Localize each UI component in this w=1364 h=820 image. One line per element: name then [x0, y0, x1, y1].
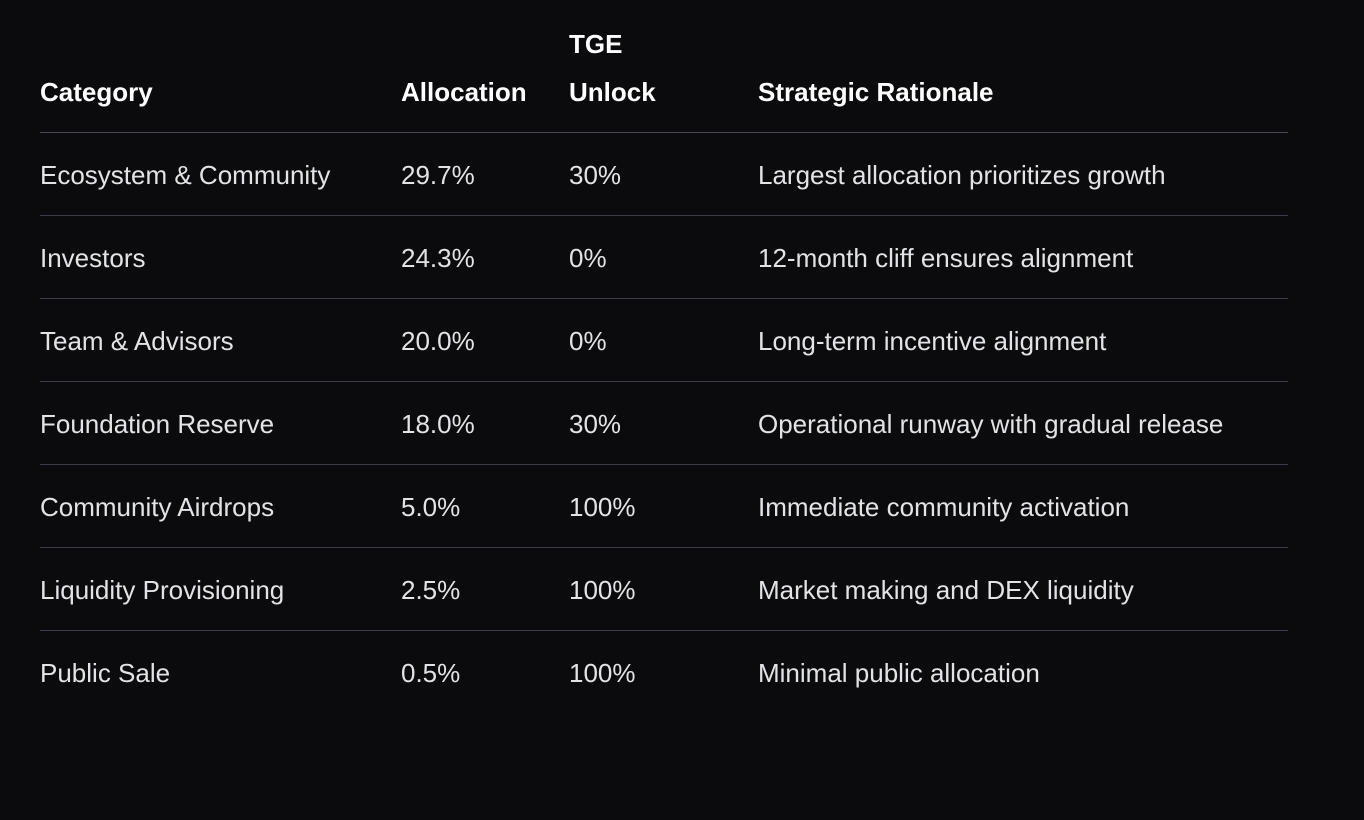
table-cell: 0.5% [401, 631, 569, 714]
table-cell: 100% [569, 464, 758, 548]
table-cell: 18.0% [401, 381, 569, 465]
table-cell: 5.0% [401, 464, 569, 548]
table-cell: 100% [569, 631, 758, 714]
cell-text: Liquidity Provisioning [40, 575, 285, 605]
cell-text: Foundation Reserve [40, 409, 275, 439]
cell-text: 30% [569, 160, 622, 190]
header-text: Strategic Rationale [758, 77, 994, 107]
table-cell: Market making and DEX liquidity [758, 547, 1288, 631]
table-row: Liquidity Provisioning 2.5% 100% Market mak… [40, 547, 1288, 631]
cell-text: Public Sale [40, 658, 171, 688]
table-cell: Ecosystem & Community [40, 132, 401, 216]
table-cell: 0% [569, 215, 758, 299]
cell-text: 18.0% [401, 409, 475, 439]
header-text: Allocation [401, 77, 527, 107]
table-cell: Foundation Reserve [40, 381, 401, 465]
header-cell: Category [40, 20, 401, 133]
cell-text: 100% [569, 575, 636, 605]
table-row: Public Sale 0.5% 100% Minimal public alloca… [40, 631, 1288, 714]
table-cell: 0% [569, 298, 758, 382]
cell-text: 100% [569, 492, 636, 522]
allocation-table: Category Allocation TGE Unlock Strategic Ra… [40, 20, 1288, 713]
cell-text: Investors [40, 243, 146, 273]
table-cell: Long-term incentive alignment [758, 298, 1288, 382]
table-cell: Largest allocation prioritizes growth [758, 132, 1288, 216]
table-header: Category Allocation TGE Unlock Strategic Ra… [40, 20, 1288, 133]
table-cell: Community Airdrops [40, 464, 401, 548]
table-row: Community Airdrops 5.0% 100% Immediate comm… [40, 464, 1288, 548]
table-cell: Operational runway with gradual release [758, 381, 1288, 465]
table-row: Investors 24.3% 0% 12-month cliff ensures a… [40, 215, 1288, 299]
table-cell: Public Sale [40, 631, 401, 714]
table-body: Ecosystem & Community 29.7% 30% Largest all… [40, 132, 1288, 714]
cell-text: 29.7% [401, 160, 475, 190]
cell-text: 24.3% [401, 243, 475, 273]
cell-text: Market making and DEX liquidity [758, 575, 1134, 605]
cell-text: 0% [569, 326, 607, 356]
cell-text: Ecosystem & Community [40, 160, 331, 190]
cell-text: 0% [569, 243, 607, 273]
header-cell: TGE Unlock [569, 20, 758, 133]
table-cell: 30% [569, 381, 758, 465]
header-row: Category Allocation TGE Unlock Strategic Ra… [40, 20, 1288, 133]
table-cell: Immediate community activation [758, 464, 1288, 548]
header-cell: Strategic Rationale [758, 20, 1288, 133]
cell-text: 5.0% [401, 492, 461, 522]
cell-text: Community Airdrops [40, 492, 275, 522]
cell-text: 100% [569, 658, 636, 688]
table-cell: 24.3% [401, 215, 569, 299]
cell-text: Operational runway with gradual release [758, 409, 1224, 439]
table-cell: 100% [569, 547, 758, 631]
header-text: Category [40, 77, 153, 107]
table-cell: Team & Advisors [40, 298, 401, 382]
cell-text: 0.5% [401, 658, 461, 688]
table-cell: Minimal public allocation [758, 631, 1288, 714]
header-text: TGE Unlock [569, 29, 656, 107]
table-row: Ecosystem & Community 29.7% 30% Largest all… [40, 132, 1288, 216]
cell-text: Largest allocation prioritizes growth [758, 160, 1166, 190]
table-cell: Investors [40, 215, 401, 299]
table-cell: 29.7% [401, 132, 569, 216]
table-row: Team & Advisors 20.0% 0% Long-term incentiv… [40, 298, 1288, 382]
cell-text: Immediate community activation [758, 492, 1130, 522]
cell-text: 12-month cliff ensures alignment [758, 243, 1134, 273]
cell-text: Team & Advisors [40, 326, 234, 356]
cell-text: 30% [569, 409, 622, 439]
table-cell: 30% [569, 132, 758, 216]
header-cell: Allocation [401, 20, 569, 133]
table-cell: Liquidity Provisioning [40, 547, 401, 631]
table-cell: 2.5% [401, 547, 569, 631]
table-cell: 20.0% [401, 298, 569, 382]
cell-text: Long-term incentive alignment [758, 326, 1107, 356]
cell-text: Minimal public allocation [758, 658, 1040, 688]
cell-text: 20.0% [401, 326, 475, 356]
cell-text: 2.5% [401, 575, 461, 605]
table-cell: 12-month cliff ensures alignment [758, 215, 1288, 299]
table-row: Foundation Reserve 18.0% 30% Operational ru… [40, 381, 1288, 465]
